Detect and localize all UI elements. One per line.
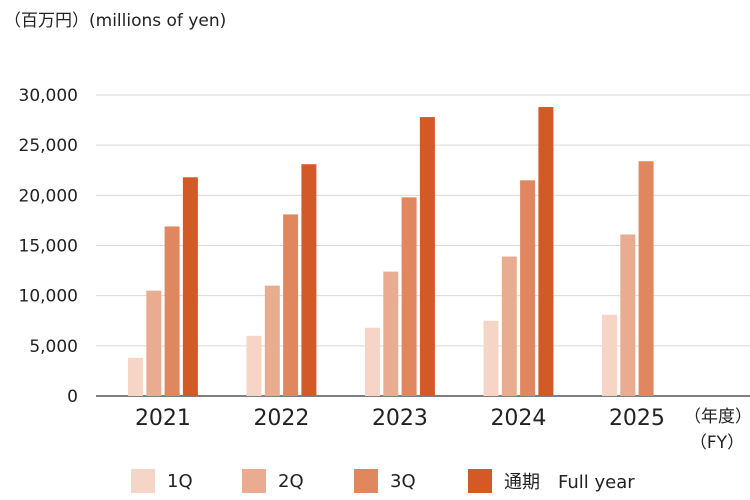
bar-3q-2024 xyxy=(520,180,536,396)
bar-1q-2025 xyxy=(602,314,617,396)
legend-item-1q: 1Q xyxy=(131,466,193,496)
legend-item-3q: 3Q xyxy=(354,466,416,496)
y-tick-label: 25,000 xyxy=(19,136,78,156)
x-axis-unit-label: （年度） （FY） xyxy=(684,404,750,456)
bar-2q-2024 xyxy=(501,256,517,396)
legend-item-full-year: 通期 Full year xyxy=(468,466,635,496)
legend-swatch-3q xyxy=(354,469,378,493)
legend-swatch-2q xyxy=(242,469,266,493)
legend-label-1q: 1Q xyxy=(167,470,193,492)
y-tick-label: 10,000 xyxy=(19,287,78,307)
y-axis-ticks: 0 5,000 10,000 15,000 20,000 25,000 30,000 xyxy=(19,86,78,407)
y-tick-label: 15,000 xyxy=(19,237,78,257)
x-axis-unit-line2: （FY） xyxy=(689,433,745,453)
x-tick-label: 2021 xyxy=(135,406,191,431)
bar-1q-2024 xyxy=(483,320,499,396)
bar-1q-2022 xyxy=(246,335,262,396)
bar-2q-2023 xyxy=(383,271,399,396)
x-tick-label: 2024 xyxy=(490,406,546,431)
y-tick-label: 20,000 xyxy=(19,186,78,206)
bar-1q-2023 xyxy=(365,327,380,396)
legend-label-full-year: 通期 Full year xyxy=(504,472,635,493)
bar-3q-2021 xyxy=(164,226,180,396)
legend-item-2q: 2Q xyxy=(242,466,304,496)
x-tick-label: 2025 xyxy=(609,406,665,431)
y-tick-label: 5,000 xyxy=(29,337,78,357)
bar-full-year-2023 xyxy=(419,117,435,396)
legend-swatch-full-year xyxy=(468,469,492,493)
y-axis-unit-label: （百万円）(millions of yen) xyxy=(4,11,227,31)
legend-label-3q: 3Q xyxy=(390,470,416,492)
bar-3q-2023 xyxy=(401,197,417,396)
bars xyxy=(128,107,654,396)
bar-2q-2021 xyxy=(146,290,162,396)
x-tick-label: 2023 xyxy=(372,406,428,431)
bar-chart: 0 5,000 10,000 15,000 20,000 25,000 30,000 202… xyxy=(19,86,750,431)
y-tick-label: 30,000 xyxy=(19,86,78,106)
bar-full-year-2024 xyxy=(538,107,554,396)
bar-2q-2022 xyxy=(264,285,280,396)
bar-2q-2025 xyxy=(620,234,636,396)
bar-1q-2021 xyxy=(128,357,143,396)
bar-3q-2022 xyxy=(283,214,299,396)
y-tick-label: 0 xyxy=(67,387,78,407)
legend-swatch-1q xyxy=(131,469,155,493)
bar-3q-2025 xyxy=(638,161,654,396)
x-axis-ticks: 2021 2022 2023 2024 2025 xyxy=(135,406,665,431)
legend-label-2q: 2Q xyxy=(278,470,304,492)
x-axis-unit-line1: （年度） xyxy=(684,407,750,427)
x-tick-label: 2022 xyxy=(253,406,309,431)
bar-full-year-2021 xyxy=(182,177,198,396)
legend: 1Q 2Q 3Q 通期 Full year xyxy=(0,466,750,496)
bar-full-year-2022 xyxy=(301,164,317,396)
